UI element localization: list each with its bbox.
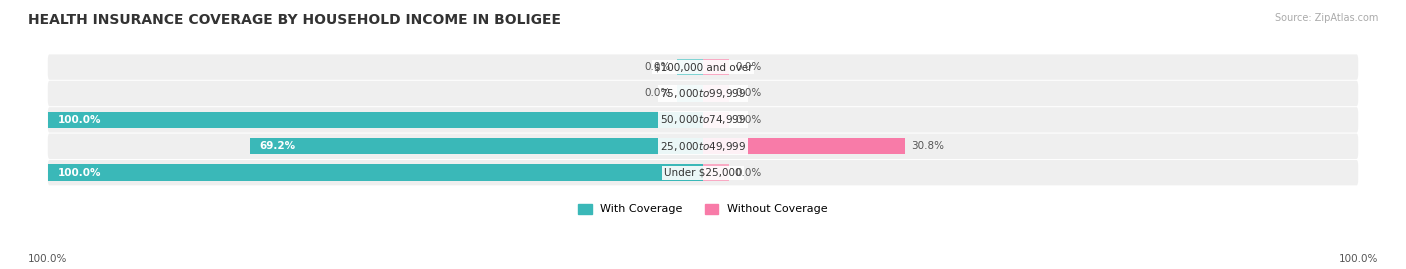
Text: 100.0%: 100.0% [1339, 254, 1378, 264]
FancyBboxPatch shape [48, 134, 1358, 159]
FancyBboxPatch shape [48, 54, 1358, 80]
Text: Under $25,000: Under $25,000 [664, 168, 742, 178]
Text: 0.0%: 0.0% [735, 89, 762, 98]
Text: HEALTH INSURANCE COVERAGE BY HOUSEHOLD INCOME IN BOLIGEE: HEALTH INSURANCE COVERAGE BY HOUSEHOLD I… [28, 13, 561, 27]
Text: 69.2%: 69.2% [259, 141, 295, 151]
Bar [703, 112, 730, 128]
Text: 0.0%: 0.0% [735, 62, 762, 72]
Text: 0.0%: 0.0% [644, 62, 671, 72]
Text: $50,000 to $74,999: $50,000 to $74,999 [659, 113, 747, 126]
Bar [676, 85, 703, 102]
Text: 0.0%: 0.0% [735, 115, 762, 125]
Text: 100.0%: 100.0% [28, 254, 67, 264]
Bar [703, 138, 905, 154]
FancyBboxPatch shape [48, 81, 1358, 106]
Bar [703, 85, 730, 102]
Text: $100,000 and over: $100,000 and over [654, 62, 752, 72]
Text: 30.8%: 30.8% [911, 141, 945, 151]
Bar [250, 138, 703, 154]
Text: Source: ZipAtlas.com: Source: ZipAtlas.com [1274, 13, 1378, 23]
FancyBboxPatch shape [48, 107, 1358, 133]
Bar [703, 164, 730, 181]
Bar [703, 59, 730, 75]
Bar [676, 59, 703, 75]
Text: 0.0%: 0.0% [644, 89, 671, 98]
Legend: With Coverage, Without Coverage: With Coverage, Without Coverage [574, 199, 832, 219]
Text: $75,000 to $99,999: $75,000 to $99,999 [659, 87, 747, 100]
Text: $25,000 to $49,999: $25,000 to $49,999 [659, 140, 747, 153]
Bar [48, 112, 703, 128]
Text: 100.0%: 100.0% [58, 115, 101, 125]
Bar [48, 164, 703, 181]
FancyBboxPatch shape [48, 160, 1358, 185]
Text: 0.0%: 0.0% [735, 168, 762, 178]
Text: 100.0%: 100.0% [58, 168, 101, 178]
